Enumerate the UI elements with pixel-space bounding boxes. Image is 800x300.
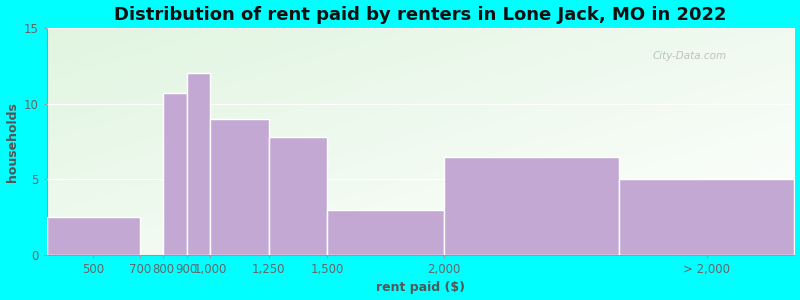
Bar	[163, 93, 187, 255]
Bar	[269, 137, 327, 255]
Bar	[187, 74, 210, 255]
Bar	[210, 119, 269, 255]
Bar	[444, 157, 619, 255]
Bar	[46, 218, 140, 255]
Bar	[327, 210, 444, 255]
Title: Distribution of rent paid by renters in Lone Jack, MO in 2022: Distribution of rent paid by renters in …	[114, 6, 726, 24]
Bar	[619, 179, 794, 255]
Y-axis label: households: households	[6, 102, 18, 182]
X-axis label: rent paid ($): rent paid ($)	[376, 281, 465, 294]
Text: City-Data.com: City-Data.com	[653, 51, 727, 61]
